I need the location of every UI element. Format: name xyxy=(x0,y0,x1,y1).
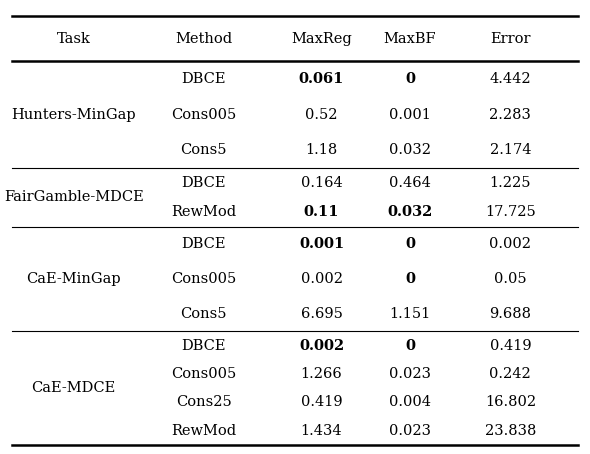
Text: 0: 0 xyxy=(405,339,415,353)
Text: 0.419: 0.419 xyxy=(490,339,531,353)
Text: DBCE: DBCE xyxy=(181,176,226,190)
Text: 1.151: 1.151 xyxy=(389,307,431,321)
Text: 0.464: 0.464 xyxy=(389,176,431,190)
Text: 1.434: 1.434 xyxy=(301,424,342,438)
Text: 0.05: 0.05 xyxy=(494,272,527,286)
Text: 0: 0 xyxy=(405,237,415,252)
Text: Cons25: Cons25 xyxy=(176,395,231,410)
Text: 0.002: 0.002 xyxy=(489,237,532,252)
Text: 0.032: 0.032 xyxy=(388,205,432,219)
Text: Cons5: Cons5 xyxy=(181,143,227,157)
Text: 16.802: 16.802 xyxy=(485,395,536,410)
Text: DBCE: DBCE xyxy=(181,339,226,353)
Text: 1.18: 1.18 xyxy=(306,143,337,157)
Text: 0.061: 0.061 xyxy=(299,72,344,86)
Text: 0.52: 0.52 xyxy=(305,108,338,122)
Text: 0.023: 0.023 xyxy=(389,424,431,438)
Text: 2.174: 2.174 xyxy=(490,143,531,157)
Text: 0: 0 xyxy=(405,272,415,286)
Text: DBCE: DBCE xyxy=(181,72,226,86)
Text: 1.225: 1.225 xyxy=(490,176,531,190)
Text: 0.023: 0.023 xyxy=(389,367,431,381)
Text: Hunters-MinGap: Hunters-MinGap xyxy=(11,108,136,122)
Text: 0: 0 xyxy=(405,72,415,86)
Text: Method: Method xyxy=(175,32,232,45)
Text: Task: Task xyxy=(57,32,91,45)
Text: 1.266: 1.266 xyxy=(301,367,342,381)
Text: 6.695: 6.695 xyxy=(301,307,342,321)
Text: CaE-MDCE: CaE-MDCE xyxy=(32,381,116,395)
Text: Cons005: Cons005 xyxy=(171,108,236,122)
Text: 0.002: 0.002 xyxy=(300,272,343,286)
Text: Cons5: Cons5 xyxy=(181,307,227,321)
Text: 0.001: 0.001 xyxy=(389,108,431,122)
Text: Error: Error xyxy=(490,32,530,45)
Text: 0.032: 0.032 xyxy=(389,143,431,157)
Text: 0.11: 0.11 xyxy=(304,205,339,219)
Text: 0.419: 0.419 xyxy=(301,395,342,410)
Text: RewMod: RewMod xyxy=(171,205,236,219)
Text: FairGamble-MDCE: FairGamble-MDCE xyxy=(4,191,143,204)
Text: CaE-MinGap: CaE-MinGap xyxy=(27,272,121,286)
Text: 23.838: 23.838 xyxy=(484,424,536,438)
Text: 0.242: 0.242 xyxy=(490,367,531,381)
Text: MaxReg: MaxReg xyxy=(291,32,352,45)
Text: DBCE: DBCE xyxy=(181,237,226,252)
Text: RewMod: RewMod xyxy=(171,424,236,438)
Text: 0.002: 0.002 xyxy=(299,339,344,353)
Text: Cons005: Cons005 xyxy=(171,272,236,286)
Text: 4.442: 4.442 xyxy=(490,72,531,86)
Text: MaxBF: MaxBF xyxy=(384,32,437,45)
Text: 2.283: 2.283 xyxy=(490,108,531,122)
Text: 9.688: 9.688 xyxy=(489,307,532,321)
Text: Cons005: Cons005 xyxy=(171,367,236,381)
Text: 17.725: 17.725 xyxy=(485,205,536,219)
Text: 0.001: 0.001 xyxy=(299,237,344,252)
Text: 0.004: 0.004 xyxy=(389,395,431,410)
Text: 0.164: 0.164 xyxy=(301,176,342,190)
